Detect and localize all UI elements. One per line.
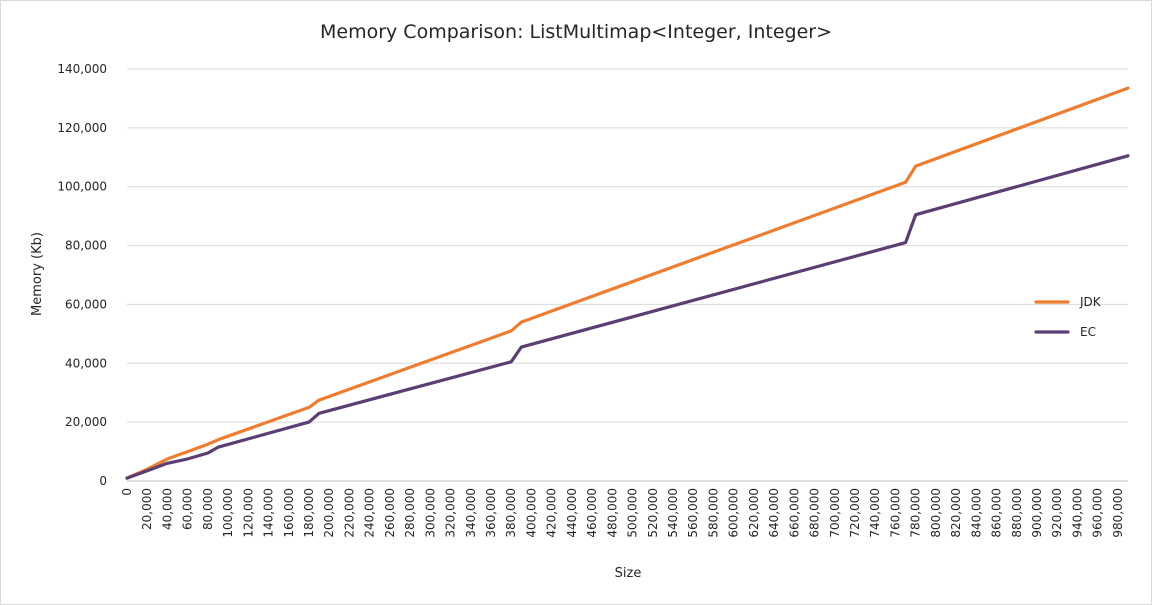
x-tick-label: 120,000: [241, 488, 255, 538]
x-tick-label: 400,000: [524, 488, 538, 538]
grid: [127, 68, 1128, 482]
x-tick-label: 600,000: [727, 488, 741, 538]
x-tick-label: 320,000: [444, 488, 458, 538]
x-tick-label: 460,000: [585, 488, 599, 538]
y-axis-ticks: 0 20,000 40,000 60,000 80,000 100,000 120,000 1…: [57, 62, 107, 488]
x-tick-label: 240,000: [363, 488, 377, 538]
x-tick-label: 280,000: [403, 488, 417, 538]
x-tick-label: 800,000: [929, 488, 943, 538]
x-tick-label: 100,000: [221, 488, 235, 538]
x-tick-label: 440,000: [565, 488, 579, 538]
series-line-ec: [125, 154, 1130, 480]
x-tick-label: 180,000: [302, 488, 316, 538]
x-tick-label: 880,000: [1010, 488, 1024, 538]
x-tick-label: 0: [120, 488, 134, 496]
x-tick-label: 580,000: [706, 488, 720, 538]
x-axis-ticks: 0 20,000 40,000 60,000 80,000 100,000 120,000 1…: [120, 488, 1125, 538]
y-tick-label: 40,000: [65, 356, 107, 370]
x-tick-label: 380,000: [504, 488, 518, 538]
x-tick-label: 60,000: [181, 488, 195, 530]
x-tick-label: 760,000: [888, 488, 902, 538]
legend-label-jdk: JDK: [1079, 295, 1102, 309]
x-tick-label: 360,000: [484, 488, 498, 538]
x-tick-label: 720,000: [848, 488, 862, 538]
y-tick-label: 140,000: [57, 62, 107, 76]
series-line-jdk: [125, 86, 1130, 480]
x-tick-label: 860,000: [990, 488, 1004, 538]
x-tick-label: 920,000: [1050, 488, 1064, 538]
legend-label-ec: EC: [1080, 325, 1096, 339]
x-tick-label: 960,000: [1091, 488, 1105, 538]
x-tick-label: 300,000: [423, 488, 437, 538]
x-axis-label: Size: [615, 566, 642, 581]
y-tick-label: 60,000: [65, 297, 107, 311]
y-tick-label: 20,000: [65, 415, 107, 429]
x-tick-label: 500,000: [626, 488, 640, 538]
x-tick-label: 820,000: [949, 488, 963, 538]
x-tick-label: 540,000: [666, 488, 680, 538]
x-tick-label: 420,000: [545, 488, 559, 538]
x-tick-label: 160,000: [282, 488, 296, 538]
x-tick-label: 700,000: [828, 488, 842, 538]
x-tick-label: 660,000: [787, 488, 801, 538]
x-tick-label: 260,000: [383, 488, 397, 538]
series-lines: [125, 86, 1130, 480]
x-tick-label: 20,000: [140, 488, 154, 530]
x-tick-label: 80,000: [201, 488, 215, 530]
x-tick-label: 520,000: [646, 488, 660, 538]
x-tick-label: 980,000: [1111, 488, 1125, 538]
x-tick-label: 620,000: [747, 488, 761, 538]
x-tick-label: 560,000: [686, 488, 700, 538]
x-tick-label: 640,000: [767, 488, 781, 538]
x-tick-label: 900,000: [1030, 488, 1044, 538]
x-tick-label: 200,000: [322, 488, 336, 538]
x-tick-label: 940,000: [1070, 488, 1084, 538]
x-tick-label: 480,000: [605, 488, 619, 538]
x-tick-label: 340,000: [464, 488, 478, 538]
legend: JDK EC: [1034, 295, 1102, 339]
x-tick-label: 40,000: [160, 488, 174, 530]
x-tick-label: 140,000: [262, 488, 276, 538]
y-axis-label: Memory (Kb): [30, 232, 45, 316]
x-tick-label: 220,000: [342, 488, 356, 538]
x-tick-label: 840,000: [969, 488, 983, 538]
y-tick-label: 120,000: [57, 121, 107, 135]
y-tick-label: 80,000: [65, 239, 107, 253]
y-tick-label: 100,000: [57, 180, 107, 194]
x-tick-label: 780,000: [909, 488, 923, 538]
y-tick-label: 0: [99, 474, 107, 488]
chart-title: Memory Comparison: ListMultimap<Integer,…: [320, 21, 832, 43]
x-tick-label: 740,000: [868, 488, 882, 538]
x-tick-label: 680,000: [808, 488, 822, 538]
